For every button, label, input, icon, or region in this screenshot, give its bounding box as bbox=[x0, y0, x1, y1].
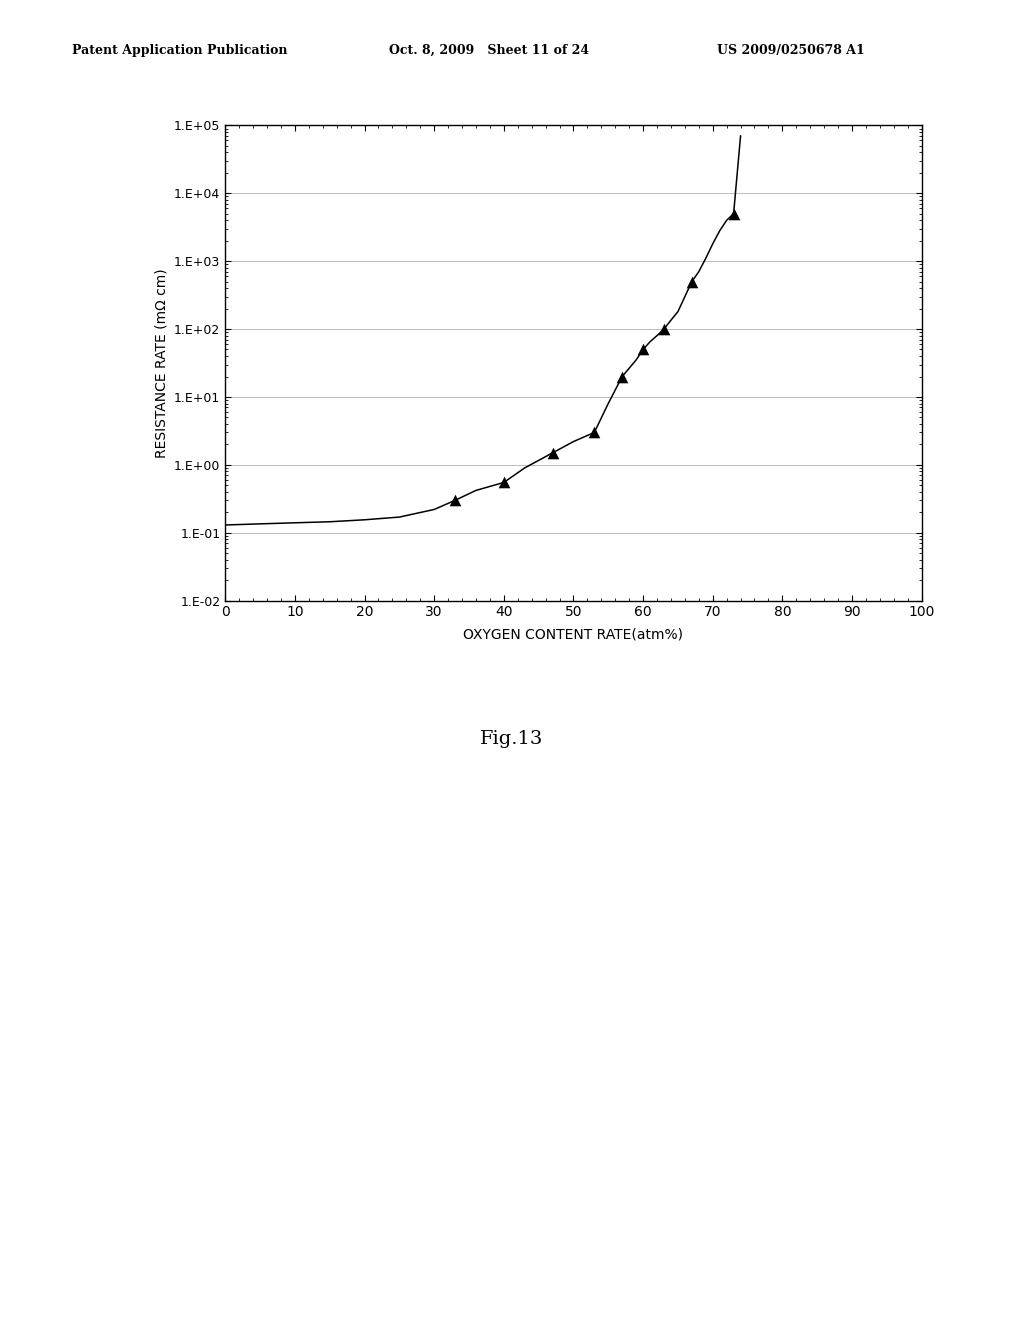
Point bbox=[655, 318, 672, 339]
Point bbox=[496, 471, 512, 492]
Y-axis label: RESISTANCE RATE (mΩ cm): RESISTANCE RATE (mΩ cm) bbox=[155, 268, 169, 458]
Point bbox=[614, 366, 631, 387]
Point bbox=[545, 442, 561, 463]
Point bbox=[446, 490, 463, 511]
Text: Oct. 8, 2009   Sheet 11 of 24: Oct. 8, 2009 Sheet 11 of 24 bbox=[389, 44, 589, 57]
Text: Fig.13: Fig.13 bbox=[480, 730, 544, 748]
Point bbox=[684, 271, 700, 292]
Text: Patent Application Publication: Patent Application Publication bbox=[72, 44, 287, 57]
Text: US 2009/0250678 A1: US 2009/0250678 A1 bbox=[717, 44, 864, 57]
Point bbox=[635, 339, 651, 360]
Point bbox=[586, 422, 602, 444]
Point bbox=[725, 203, 741, 224]
X-axis label: OXYGEN CONTENT RATE(atm%): OXYGEN CONTENT RATE(atm%) bbox=[464, 628, 683, 642]
